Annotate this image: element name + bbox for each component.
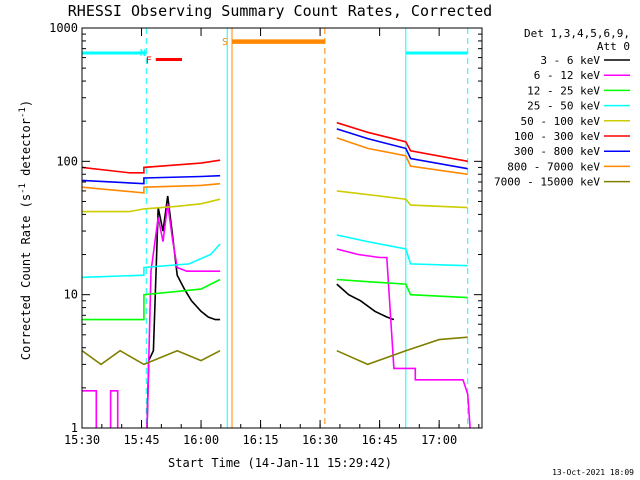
y-axis: 1 10 100 1000	[49, 21, 482, 435]
series-line-4-0	[82, 198, 221, 213]
y-tick-label-2: 100	[56, 154, 78, 168]
plot-frame	[81, 27, 483, 429]
series-line-1-0	[82, 203, 221, 428]
legend-header-line-1: Det 1,3,4,5,6,9,	[524, 27, 630, 40]
x-axis: 15:30 15:45 16:00 16:15 16:30 16:45 17:00	[64, 28, 480, 447]
legend-header-line-2: Att 0	[597, 40, 630, 53]
y-axis-label-sup2: -1	[18, 107, 28, 118]
legend: Det 1,3,4,5,6,9, Att 0 3 - 6 keV 6 - 12 k…	[494, 27, 630, 189]
x-tick-label-0: 15:30	[64, 433, 100, 447]
series-line-3-1	[336, 234, 468, 267]
y-tick-label-0: 1	[71, 421, 78, 435]
y-tick-label-1: 10	[64, 288, 78, 302]
legend-label-6: 300 - 800 keV	[514, 145, 600, 158]
series-line-0-0	[146, 195, 221, 428]
plot-area: NF S	[82, 28, 471, 428]
legend-label-5: 100 - 300 keV	[514, 130, 600, 143]
legend-label-8: 7000 - 15000 keV	[494, 176, 600, 189]
y-axis-label: Corrected Count Rate (s-1 detector-1)	[18, 100, 33, 360]
y-tick-label-3: 1000	[49, 21, 78, 35]
series-line-7-0	[82, 182, 221, 194]
x-tick-label-3: 16:15	[243, 433, 279, 447]
series-line-3-0	[82, 243, 221, 279]
x-tick-label-2: 16:00	[183, 433, 219, 447]
series-line-1-1	[336, 248, 471, 428]
legend-label-4: 50 - 100 keV	[521, 115, 601, 128]
series-line-5-1	[336, 121, 468, 163]
series-line-0-1	[336, 283, 395, 321]
legend-label-2: 12 - 25 keV	[527, 84, 600, 97]
x-tick-label-1: 15:45	[123, 433, 159, 447]
legend-label-1: 6 - 12 keV	[534, 69, 601, 82]
series-line-4-1	[336, 190, 468, 209]
y-axis-label-sup1: -1	[18, 183, 28, 194]
legend-label-7: 800 - 7000 keV	[507, 160, 600, 173]
plot-content	[82, 28, 471, 428]
x-axis-label: Start Time (14-Jan-11 15:29:42)	[168, 456, 392, 470]
y-axis-label-main: Corrected Count Rate (s	[19, 194, 33, 360]
annotation-label-0: N	[140, 48, 146, 59]
y-axis-label-mid: detector	[19, 118, 33, 183]
annotation-label-2: S	[222, 37, 228, 48]
x-tick-label-4: 16:30	[302, 433, 338, 447]
series-line-8-0	[82, 349, 221, 366]
legend-label-3: 25 - 50 keV	[527, 100, 600, 113]
series-line-6-1	[336, 128, 468, 170]
series-line-6-0	[82, 174, 221, 185]
annotation-label-1: F	[146, 56, 152, 67]
footer-timestamp: 13-Oct-2021 18:09	[552, 468, 634, 477]
legend-label-0: 3 - 6 keV	[540, 54, 600, 67]
series-line-5-0	[82, 159, 221, 174]
series-line-2-0	[82, 278, 221, 321]
x-tick-label-5: 16:45	[362, 433, 398, 447]
series-line-2-1	[336, 278, 468, 299]
series-line-7-1	[336, 137, 468, 176]
chart-title: RHESSI Observing Summary Count Rates, Co…	[68, 2, 492, 20]
x-tick-label-6: 17:00	[421, 433, 457, 447]
y-axis-label-end: )	[19, 100, 33, 107]
series-line-8-1	[336, 336, 468, 366]
